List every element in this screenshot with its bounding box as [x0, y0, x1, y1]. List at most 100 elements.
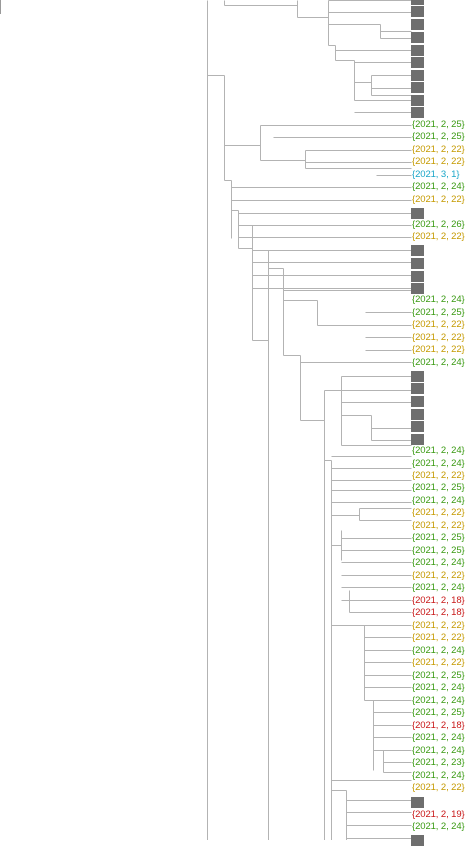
collapsed-clade-node[interactable] — [411, 383, 473, 395]
leaf-date-label[interactable]: {2021, 2, 23} — [411, 757, 473, 770]
collapsed-clade-node[interactable] — [411, 421, 473, 433]
collapsed-clade-node[interactable] — [411, 70, 473, 82]
collapsed-clade-node[interactable] — [411, 82, 473, 94]
collapsed-clade-node[interactable] — [411, 107, 473, 119]
leaf-date-label[interactable]: {2021, 2, 25} — [411, 482, 473, 495]
leaf-date-label[interactable]: {2021, 2, 24} — [411, 745, 473, 758]
collapsed-clade-node[interactable] — [411, 434, 473, 446]
leaf-date-label[interactable]: {2021, 2, 24} — [411, 770, 473, 783]
leaf-date-label[interactable]: {2021, 2, 18} — [411, 607, 473, 620]
leaf-date-label[interactable]: {2021, 2, 24} — [411, 181, 473, 194]
leaf-date-label[interactable]: {2021, 2, 22} — [411, 632, 473, 645]
leaf-date-label[interactable]: {2021, 2, 25} — [411, 119, 473, 132]
collapsed-clade-box[interactable] — [411, 45, 424, 56]
collapsed-clade-node[interactable] — [411, 19, 473, 31]
leaf-date-label[interactable]: {2021, 2, 24} — [411, 445, 473, 458]
collapsed-clade-box[interactable] — [411, 409, 424, 420]
collapsed-clade-node[interactable] — [411, 409, 473, 421]
collapsed-clade-box[interactable] — [411, 70, 424, 81]
leaf-date-label[interactable]: {2021, 3, 1} — [411, 169, 473, 182]
leaf-date-label[interactable]: {2021, 2, 22} — [411, 332, 473, 345]
leaf-label-text: {2021, 2, 22} — [412, 344, 465, 355]
leaf-date-label[interactable]: {2021, 2, 24} — [411, 294, 473, 307]
collapsed-clade-box[interactable] — [411, 82, 424, 93]
leaf-date-label[interactable]: {2021, 2, 22} — [411, 231, 473, 244]
collapsed-clade-box[interactable] — [411, 19, 424, 30]
collapsed-clade-node[interactable] — [411, 95, 473, 107]
leaf-date-label[interactable]: {2021, 2, 22} — [411, 194, 473, 207]
leaf-label-text: {2021, 2, 22} — [412, 570, 465, 581]
collapsed-clade-node[interactable] — [411, 45, 473, 57]
leaf-date-label[interactable]: {2021, 2, 22} — [411, 319, 473, 332]
leaf-date-label[interactable]: {2021, 2, 22} — [411, 657, 473, 670]
leaf-label-text: {2021, 2, 25} — [412, 482, 465, 493]
collapsed-clade-node[interactable] — [411, 0, 473, 6]
leaf-date-label[interactable]: {2021, 2, 22} — [411, 520, 473, 533]
collapsed-clade-box[interactable] — [411, 797, 424, 808]
leaf-date-label[interactable]: {2021, 2, 25} — [411, 532, 473, 545]
collapsed-clade-box[interactable] — [411, 245, 424, 256]
leaf-label-text: {2021, 2, 22} — [412, 782, 465, 793]
collapsed-clade-box[interactable] — [411, 835, 424, 846]
collapsed-clade-box[interactable] — [411, 107, 424, 118]
collapsed-clade-node[interactable] — [411, 6, 473, 18]
collapsed-clade-box[interactable] — [411, 32, 424, 43]
leaf-date-label[interactable]: {2021, 2, 25} — [411, 707, 473, 720]
leaf-label-text: {2021, 2, 22} — [412, 156, 465, 167]
leaf-label-text: {2021, 2, 22} — [412, 632, 465, 643]
collapsed-clade-box[interactable] — [411, 434, 424, 445]
collapsed-clade-box[interactable] — [411, 0, 424, 5]
leaf-date-label[interactable]: {2021, 2, 25} — [411, 307, 473, 320]
leaf-date-label[interactable]: {2021, 2, 22} — [411, 570, 473, 583]
leaf-date-label[interactable]: {2021, 2, 24} — [411, 695, 473, 708]
leaf-date-label[interactable]: {2021, 2, 22} — [411, 144, 473, 157]
leaf-date-label[interactable]: {2021, 2, 18} — [411, 720, 473, 733]
leaf-date-label[interactable]: {2021, 2, 22} — [411, 620, 473, 633]
leaf-date-label[interactable]: {2021, 2, 24} — [411, 557, 473, 570]
collapsed-clade-box[interactable] — [411, 383, 424, 394]
leaf-date-label[interactable]: {2021, 2, 19} — [411, 809, 473, 822]
collapsed-clade-box[interactable] — [411, 208, 424, 219]
leaf-date-label[interactable]: {2021, 2, 22} — [411, 156, 473, 169]
collapsed-clade-node[interactable] — [411, 371, 473, 383]
leaf-label-text: {2021, 2, 22} — [412, 319, 465, 330]
leaf-date-label[interactable]: {2021, 2, 25} — [411, 670, 473, 683]
collapsed-clade-box[interactable] — [411, 371, 424, 382]
leaf-date-label[interactable]: {2021, 2, 24} — [411, 682, 473, 695]
collapsed-clade-node[interactable] — [411, 797, 473, 809]
leaf-label-text: {2021, 2, 25} — [412, 307, 465, 318]
leaf-label-text: {2021, 2, 22} — [412, 520, 465, 531]
leaf-date-label[interactable]: {2021, 2, 22} — [411, 782, 473, 795]
leaf-date-label[interactable]: {2021, 2, 24} — [411, 495, 473, 508]
leaf-date-label[interactable]: {2021, 2, 24} — [411, 821, 473, 834]
collapsed-clade-node[interactable] — [411, 283, 473, 295]
leaf-date-label[interactable]: {2021, 2, 24} — [411, 357, 473, 370]
leaf-date-label[interactable]: {2021, 2, 25} — [411, 131, 473, 144]
collapsed-clade-box[interactable] — [411, 271, 424, 282]
collapsed-clade-box[interactable] — [411, 396, 424, 407]
collapsed-clade-node[interactable] — [411, 271, 473, 283]
leaf-date-label[interactable]: {2021, 2, 22} — [411, 470, 473, 483]
leaf-date-label[interactable]: {2021, 2, 22} — [411, 344, 473, 357]
collapsed-clade-node[interactable] — [411, 396, 473, 408]
leaf-date-label[interactable]: {2021, 2, 22} — [411, 507, 473, 520]
leaf-date-label[interactable]: {2021, 2, 18} — [411, 595, 473, 608]
collapsed-clade-box[interactable] — [411, 421, 424, 432]
collapsed-clade-node[interactable] — [411, 57, 473, 69]
leaf-date-label[interactable]: {2021, 2, 24} — [411, 458, 473, 471]
collapsed-clade-box[interactable] — [411, 6, 424, 17]
collapsed-clade-box[interactable] — [411, 258, 424, 269]
collapsed-clade-node[interactable] — [411, 245, 473, 257]
leaf-date-label[interactable]: {2021, 2, 24} — [411, 582, 473, 595]
collapsed-clade-box[interactable] — [411, 57, 424, 68]
leaf-date-label[interactable]: {2021, 2, 24} — [411, 732, 473, 745]
collapsed-clade-box[interactable] — [411, 283, 424, 294]
leaf-date-label[interactable]: {2021, 2, 26} — [411, 219, 473, 232]
collapsed-clade-box[interactable] — [411, 95, 424, 106]
leaf-date-label[interactable]: {2021, 2, 24} — [411, 645, 473, 658]
leaf-date-label[interactable]: {2021, 2, 25} — [411, 545, 473, 558]
collapsed-clade-node[interactable] — [411, 208, 473, 220]
collapsed-clade-node[interactable] — [411, 835, 473, 847]
collapsed-clade-node[interactable] — [411, 32, 473, 44]
collapsed-clade-node[interactable] — [411, 258, 473, 270]
